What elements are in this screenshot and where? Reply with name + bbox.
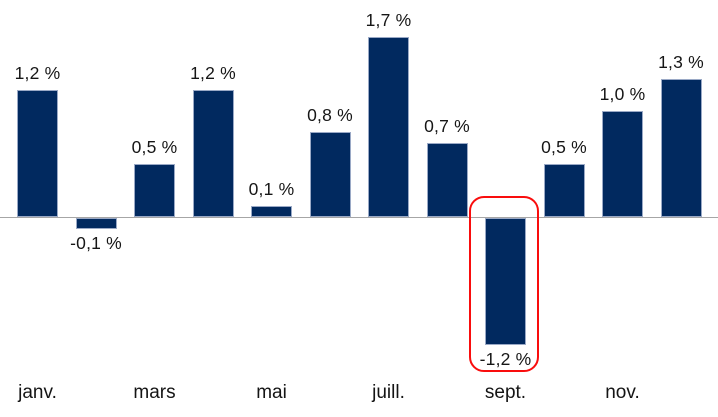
x-axis-tick-label: mars (133, 382, 176, 403)
x-axis-tick-label: juill. (372, 382, 405, 403)
bar (75, 218, 117, 229)
bar-value-label: -0,1 % (70, 232, 122, 253)
bar-value-label: 1,3 % (658, 52, 704, 73)
x-axis-line (0, 217, 718, 218)
bar (134, 164, 175, 217)
bar (485, 218, 526, 346)
bar (17, 89, 58, 217)
bar-value-label: 1,0 % (599, 84, 646, 104)
bar (251, 206, 292, 217)
bar (543, 164, 585, 217)
bar-value-label: 1,2 % (190, 62, 236, 83)
x-axis-tick-label: janv. (18, 382, 57, 403)
bar-value-label: 0,7 % (424, 115, 470, 136)
x-axis-tick-label: nov. (605, 382, 640, 403)
bar-value-label: 0,8 % (307, 105, 353, 126)
bar-value-label: 0,1 % (248, 179, 295, 200)
bar (192, 89, 234, 217)
highlight-box (469, 196, 539, 372)
bar (602, 111, 643, 217)
bar-value-label: 1,7 % (365, 9, 412, 30)
bar-value-label: 1,2 % (14, 62, 61, 83)
bar-value-label: -1,2 % (479, 349, 532, 370)
bar (368, 36, 409, 217)
x-axis-tick-label: sept. (484, 382, 527, 403)
x-axis-tick-label: mai (256, 382, 287, 403)
bar (309, 132, 351, 217)
bar-value-label: 0,5 % (131, 137, 178, 157)
bar-value-label: 0,5 % (541, 137, 587, 157)
bar (426, 142, 468, 217)
bar (660, 79, 702, 217)
